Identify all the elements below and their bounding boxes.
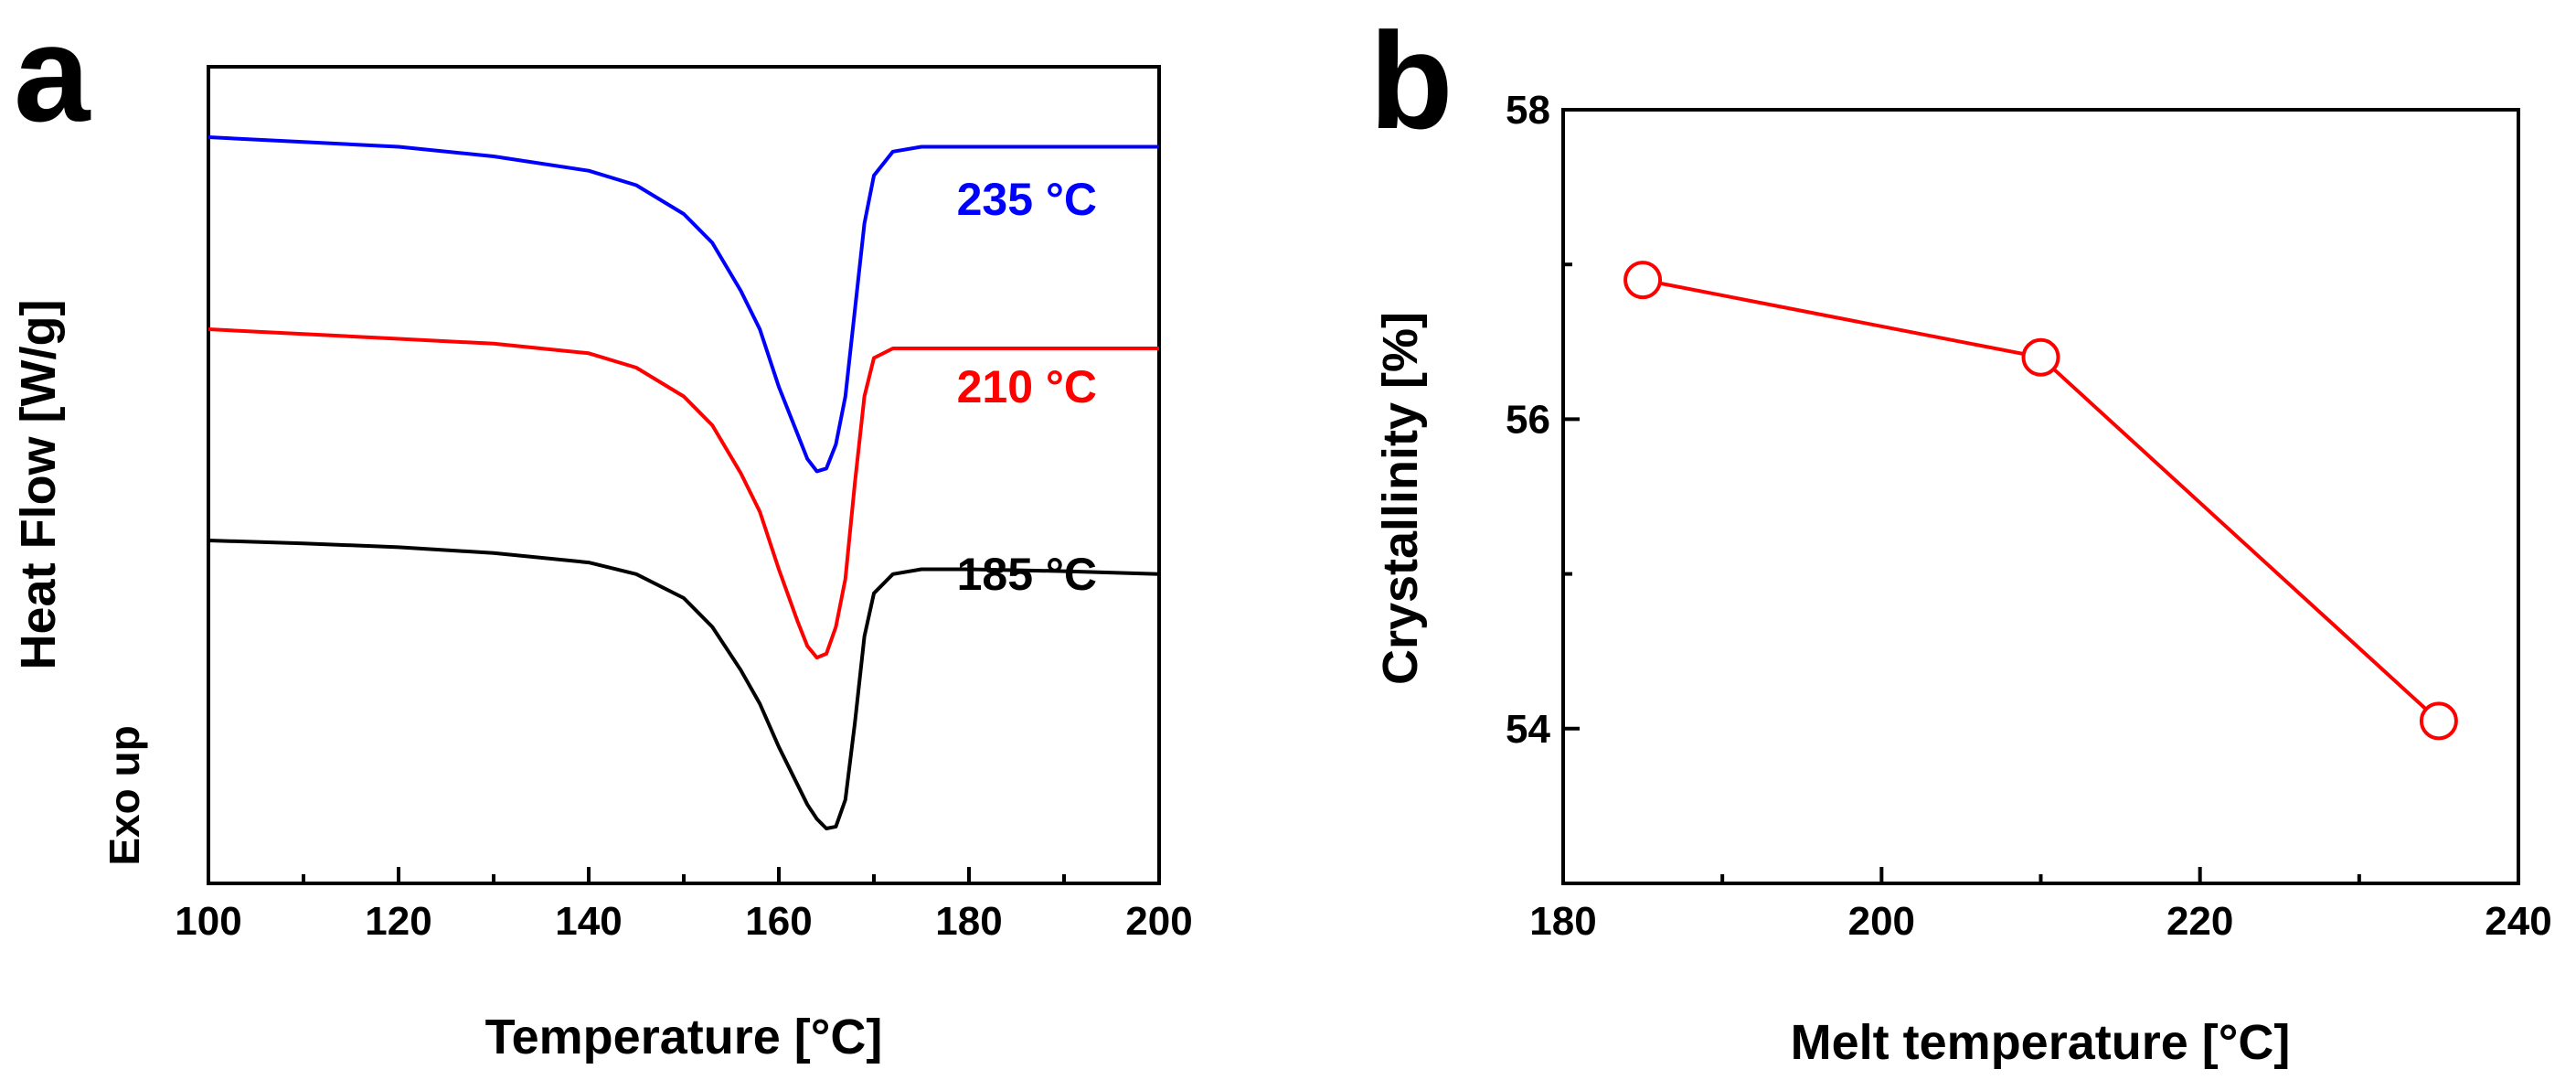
panel-b-plot-frame	[1561, 108, 2520, 885]
panel-a-curve-2	[208, 539, 1160, 830]
panel-b-y-tick-label: 56	[1506, 397, 1550, 442]
panel-b-x-tick-label: 240	[2485, 899, 2551, 944]
panel-a-x-tick-label: 160	[745, 899, 812, 944]
panel-a-letter: a	[14, 0, 91, 150]
panel-b-x-tick-label: 200	[1848, 899, 1915, 944]
panel-b-x-tick-label: 180	[1529, 899, 1596, 944]
panel-a-chart: 100 120 140 160 180 200 235 °C 210 °C 185 °C Te…	[11, 65, 1193, 1064]
panel-a-x-axis-title: Temperature [°C]	[485, 1010, 883, 1064]
panel-a-curve-label-0: 235 °C	[957, 174, 1097, 225]
panel-a-exo-up-note: Exo up	[101, 725, 148, 865]
panel-b-data-point	[2021, 337, 2060, 377]
panel-a-x-tick-label: 200	[1125, 899, 1192, 944]
panel-a-curves	[208, 135, 1160, 830]
panel-a-x-tick-label: 140	[555, 899, 622, 944]
panel-a-curve-label-1: 210 °C	[957, 361, 1097, 412]
panel-b-chart: 180 200 220 240 54 56 58 Melt temperature [°C]…	[1373, 88, 2552, 1070]
panel-a-curve-0	[208, 135, 1159, 474]
panel-b-x-tick-label: 220	[2166, 899, 2233, 944]
panel-a-x-tick-label: 100	[175, 899, 241, 944]
panel-b-y-tick-label: 54	[1506, 707, 1550, 752]
panel-a-curve-label-2: 185 °C	[957, 549, 1097, 600]
panel-a-y-axis-title: Heat Flow [W/g]	[11, 300, 66, 670]
panel-a-curve-1	[208, 327, 1159, 660]
panel-a-x-tick-label: 180	[935, 899, 1002, 944]
panel-a-curve-labels: 235 °C 210 °C 185 °C	[957, 174, 1097, 600]
panel-a-x-ticks: 100 120 140 160 180 200	[175, 867, 1193, 944]
panel-b-ticks: 180 200 220 240 54 56 58	[1506, 88, 2552, 944]
panel-b-letter: b	[1369, 4, 1453, 157]
panel-b-y-tick-label: 58	[1506, 88, 1550, 133]
panel-b-series	[1623, 261, 2458, 741]
panel-b-data-point	[1623, 261, 1663, 300]
panel-b-data-point	[2419, 701, 2458, 741]
panel-b-x-axis-title: Melt temperature [°C]	[1791, 1015, 2291, 1070]
panel-a-x-tick-label: 120	[365, 899, 431, 944]
panel-b-y-axis-title: Crystallinity [%]	[1373, 312, 1428, 685]
